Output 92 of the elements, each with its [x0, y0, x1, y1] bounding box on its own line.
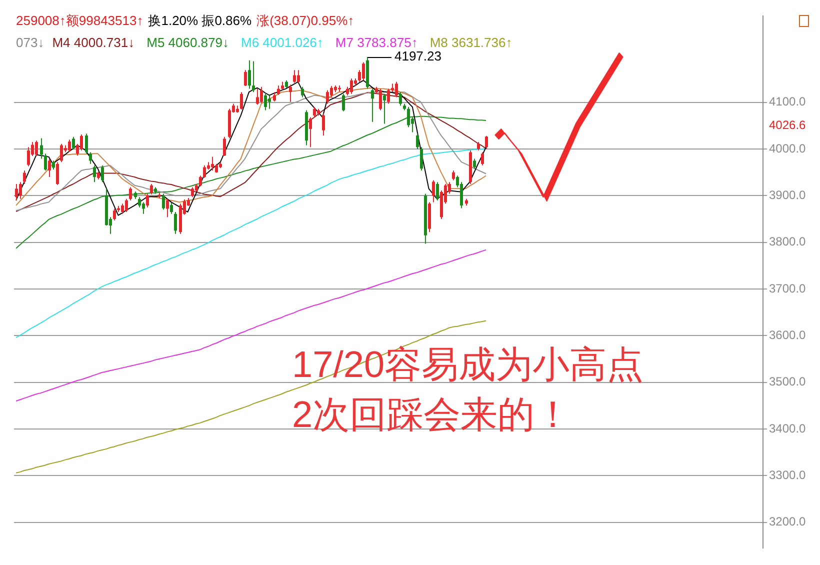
annotation: 073↓: [16, 35, 44, 50]
candlestick: [240, 92, 243, 110]
candlestick: [379, 88, 382, 111]
text: M5 4060.879↓: [146, 35, 230, 50]
candlestick: [322, 113, 325, 136]
y-tick-label: 3300.0: [769, 468, 806, 482]
candlestick: [416, 133, 419, 150]
text: M7 3783.875↑: [335, 35, 418, 50]
y-tick-label: 3500.0: [769, 374, 806, 389]
candlestick: [121, 203, 124, 214]
y-tick-label: 3200.0: [769, 514, 806, 529]
candlestick: [301, 86, 304, 98]
candlestick: [297, 70, 300, 84]
candlestick: [129, 186, 132, 201]
candlestick: [371, 88, 374, 122]
annotation: 259008↑额99843513↑: [16, 13, 144, 28]
candlestick: [432, 180, 435, 203]
y-tick-label: 3400.0: [769, 421, 806, 436]
candlestick: [273, 92, 276, 102]
candlestick: [350, 78, 353, 94]
annotation: 涨(38.07)0.95%↑: [256, 13, 354, 28]
candlestick: [142, 202, 145, 214]
candlestick: [15, 184, 18, 201]
candlestick: [342, 93, 345, 112]
candlestick: [89, 152, 92, 164]
candlestick: [330, 86, 333, 98]
candlestick: [174, 212, 177, 234]
candlestick: [203, 164, 206, 178]
candlestick: [260, 86, 263, 104]
y-tick-label: 4100.0: [769, 94, 806, 109]
candlestick: [252, 60, 255, 93]
text: M8 3631.736↑: [430, 35, 512, 50]
candlestick: [248, 60, 251, 90]
candlestick: [23, 170, 26, 184]
annotation: 2次回踩会来的！: [292, 394, 572, 435]
candlestick: [60, 143, 63, 163]
candlestick: [191, 186, 194, 198]
candlestick: [150, 184, 153, 195]
candlestick: [277, 85, 280, 96]
text: M4 4000.731↓: [52, 35, 135, 50]
candlestick: [146, 193, 149, 208]
candlestick: [387, 88, 390, 104]
candlestick: [293, 70, 296, 84]
candlestick: [166, 198, 169, 218]
candlestick: [48, 158, 51, 178]
candlestick: [383, 93, 386, 124]
candlestick: [72, 136, 75, 150]
text: 4026.6: [769, 118, 806, 132]
candlestick: [35, 140, 38, 156]
candlestick: [436, 182, 439, 201]
candlestick: [113, 208, 116, 221]
candlestick: [40, 138, 43, 160]
candlestick: [101, 164, 104, 183]
candlestick: [256, 88, 259, 106]
candlestick: [268, 94, 271, 110]
candlestick: [93, 164, 96, 183]
candlestick: [485, 135, 488, 150]
candlestick: [223, 136, 226, 156]
candlestick: [326, 90, 329, 104]
annotation: 4197.23: [394, 48, 442, 64]
candlestick: [56, 162, 59, 186]
candlestick: [85, 133, 88, 154]
candlestick: [399, 92, 402, 106]
candlestick: [309, 116, 312, 148]
y-tick-label: 4000.0: [769, 141, 806, 156]
candlestick: [170, 202, 173, 214]
candlestick: [473, 158, 476, 170]
y-tick-label: 3800.0: [769, 234, 806, 249]
candlestick: [27, 146, 30, 167]
candlestick: [199, 175, 202, 187]
text: M6 4001.026↑: [241, 35, 324, 50]
candlestick: [395, 81, 398, 98]
annotation: 换1.20% 振0.86%: [148, 13, 252, 28]
candlestick: [125, 198, 128, 212]
candlestick: [138, 196, 141, 208]
y-tick-label: 3900.0: [769, 188, 806, 202]
candlestick: [244, 70, 247, 86]
candlestick: [19, 182, 22, 200]
candlestick: [44, 153, 47, 171]
candlestick: [313, 106, 316, 118]
candlestick: [68, 139, 71, 152]
candlestick: [452, 170, 455, 181]
candlestick: [481, 152, 484, 166]
candlestick: [211, 156, 214, 171]
candlestick: [420, 146, 423, 171]
candlestick: [289, 84, 292, 102]
candlestick: [162, 193, 165, 210]
candlestick: [362, 62, 365, 81]
candlestick: [264, 93, 267, 111]
y-tick-label: 3700.0: [769, 281, 806, 296]
candlestick: [80, 134, 83, 151]
y-tick-label: 3600.0: [769, 328, 806, 342]
